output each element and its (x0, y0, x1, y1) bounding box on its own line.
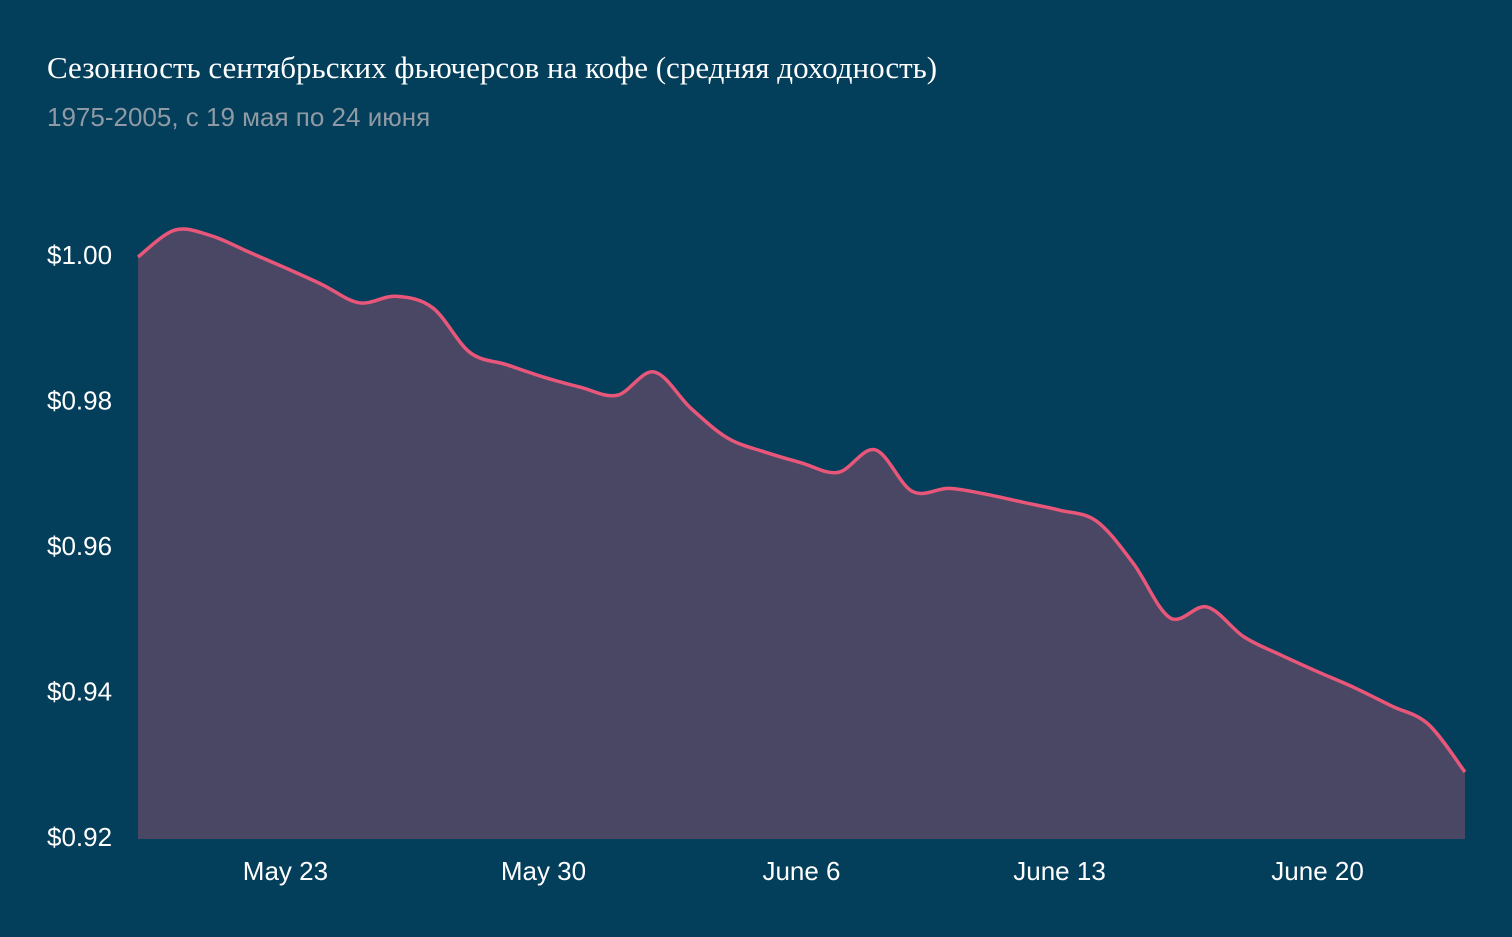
y-tick-label: $0.92 (47, 822, 112, 852)
y-tick-label: $0.96 (47, 531, 112, 561)
x-tick-label: June 6 (762, 856, 840, 886)
area (138, 228, 1465, 839)
x-tick-label: May 23 (243, 856, 328, 886)
y-tick-label: $1.00 (47, 240, 112, 270)
chart-subtitle: 1975-2005, с 19 мая по 24 июня (47, 102, 430, 132)
x-tick-label: June 20 (1271, 856, 1364, 886)
x-tick-label: June 13 (1013, 856, 1106, 886)
y-tick-label: $0.98 (47, 385, 112, 415)
chart-title: Сезонность сентябрьских фьючерсов на коф… (47, 50, 937, 85)
y-tick-label: $0.94 (47, 676, 112, 706)
x-tick-label: May 30 (501, 856, 586, 886)
line (136, 227, 1467, 774)
